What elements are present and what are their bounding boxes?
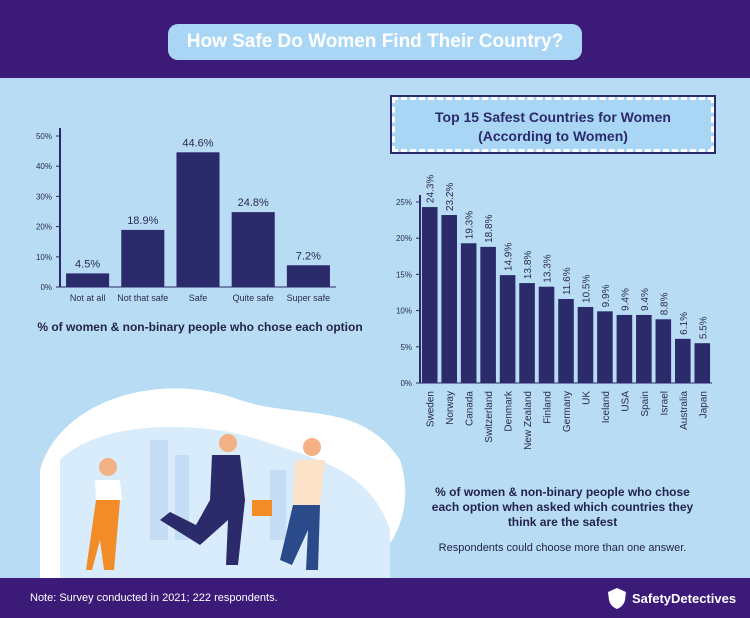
bar <box>421 207 438 383</box>
value-label: 10.5% <box>581 275 592 303</box>
bar <box>286 265 330 287</box>
logo: SafetyDetectives <box>632 591 737 606</box>
bar <box>675 338 691 383</box>
value-label: 9.9% <box>601 284 612 307</box>
y-tick-label: 10% <box>396 307 412 316</box>
x-tick-label: Not at all <box>70 293 106 303</box>
value-label: 19.3% <box>465 211 476 239</box>
bar <box>441 215 457 383</box>
bar <box>231 212 275 287</box>
bar <box>655 319 672 383</box>
bar <box>538 286 555 383</box>
value-label: 18.8% <box>484 214 495 242</box>
x-tick-label: Germany <box>562 391 573 432</box>
chart-caption: % of women & non-binary people who chose… <box>37 320 363 334</box>
x-tick-label: Quite safe <box>233 293 274 303</box>
y-tick-label: 0% <box>400 379 412 388</box>
x-tick-label: USA <box>620 391 631 412</box>
bar <box>616 314 633 383</box>
bar <box>121 229 165 287</box>
bar <box>577 306 594 383</box>
x-tick-label: Switzerland <box>484 391 495 443</box>
value-label: 23.2% <box>445 183 456 211</box>
x-tick-label: Denmark <box>504 390 515 432</box>
value-label: 24.3% <box>426 175 437 203</box>
chart-title: Top 15 Safest Countries for Women <box>435 109 671 125</box>
y-tick-label: 40% <box>36 162 52 171</box>
footer-note: Note: Survey conducted in 2021; 222 resp… <box>30 592 278 604</box>
bar <box>66 273 110 287</box>
chart-note: Respondents could choose more than one a… <box>438 542 687 554</box>
bar <box>636 314 652 383</box>
value-label: 5.5% <box>698 316 709 339</box>
bar <box>480 246 496 383</box>
value-label: 44.6% <box>182 137 213 149</box>
bar <box>176 152 220 287</box>
bar <box>597 311 613 383</box>
x-tick-label: Safe <box>189 293 208 303</box>
bar <box>558 299 574 383</box>
x-tick-label: Norway <box>445 391 456 425</box>
x-tick-label: Canada <box>465 391 476 426</box>
value-label: 18.9% <box>127 215 158 227</box>
x-tick-label: New Zealand <box>523 391 534 450</box>
value-label: 6.1% <box>679 312 690 335</box>
value-label: 11.6% <box>562 267 573 295</box>
y-tick-label: 20% <box>36 223 52 232</box>
y-tick-label: 5% <box>400 343 412 352</box>
value-label: 4.5% <box>75 258 100 270</box>
value-label: 13.3% <box>543 254 554 282</box>
y-tick-label: 20% <box>396 234 412 243</box>
x-tick-label: Australia <box>679 391 690 430</box>
x-tick-label: Israel <box>659 391 670 415</box>
y-tick-label: 50% <box>36 132 52 141</box>
x-tick-label: Sweden <box>426 391 437 427</box>
x-tick-label: UK <box>581 391 592 405</box>
x-tick-label: Japan <box>698 391 709 418</box>
value-label: 13.8% <box>523 251 534 279</box>
logo-icon <box>608 588 626 609</box>
chart-subtitle: (According to Women) <box>478 128 628 144</box>
value-label: 7.2% <box>296 250 321 262</box>
value-label: 8.8% <box>659 292 670 315</box>
chart-title-box: Top 15 Safest Countries for Women (Accor… <box>390 95 716 154</box>
chart-caption: % of women & non-binary people who chose… <box>431 485 694 529</box>
illustration <box>40 388 406 578</box>
value-label: 24.8% <box>238 197 269 209</box>
y-tick-label: 0% <box>40 283 52 292</box>
page-title: How Safe Do Women Find Their Country? <box>168 24 582 60</box>
value-label: 9.4% <box>620 288 631 311</box>
x-tick-label: Spain <box>640 391 651 417</box>
x-tick-label: Super safe <box>287 293 331 303</box>
y-tick-label: 10% <box>36 253 52 262</box>
bar <box>694 343 711 383</box>
y-tick-label: 30% <box>36 192 52 201</box>
bar <box>519 283 535 383</box>
x-tick-label: Iceland <box>601 391 612 423</box>
bar <box>460 243 477 383</box>
y-tick-label: 15% <box>396 270 412 279</box>
x-tick-label: Finland <box>543 391 554 424</box>
bar <box>499 275 516 383</box>
value-label: 9.4% <box>640 288 651 311</box>
value-label: 14.9% <box>504 243 515 271</box>
y-tick-label: 25% <box>396 198 412 207</box>
x-tick-label: Not that safe <box>117 293 168 303</box>
